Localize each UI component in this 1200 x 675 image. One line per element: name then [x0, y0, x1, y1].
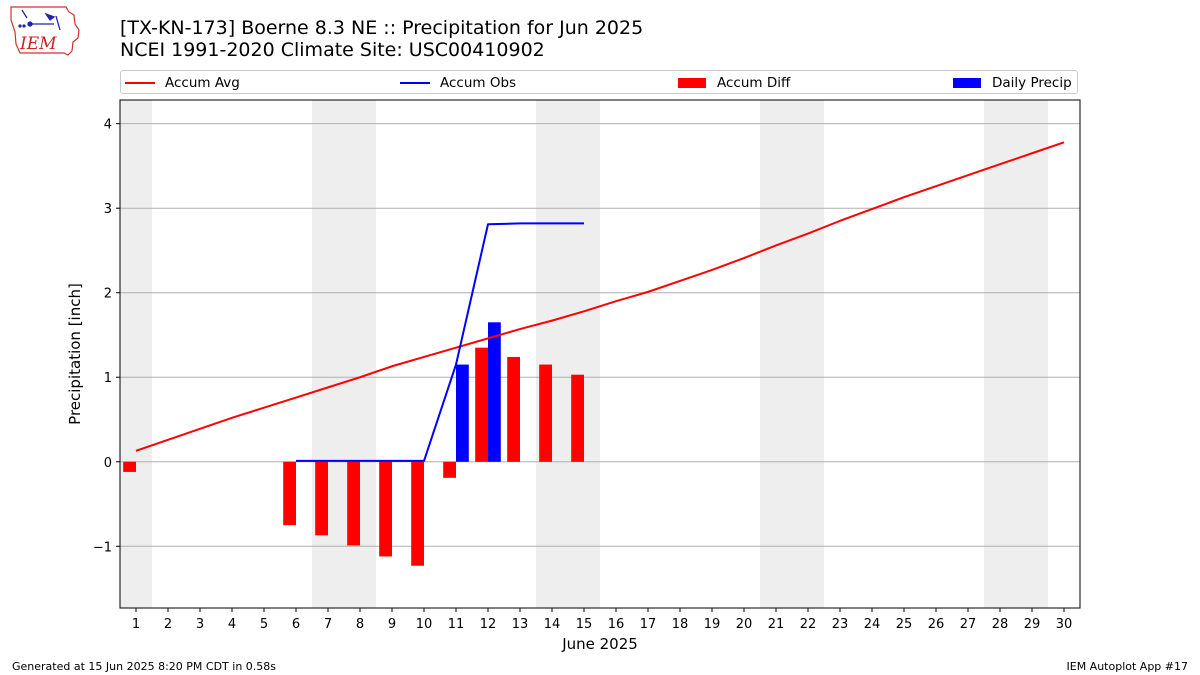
legend-label-daily-precip: Daily Precip	[992, 75, 1072, 91]
y-tick-label: 1	[104, 371, 112, 386]
x-tick-label: 29	[1024, 617, 1041, 632]
iem-logo: IEM	[10, 6, 80, 56]
x-tick-label: 7	[324, 617, 332, 632]
accum-diff-bar	[283, 461, 296, 526]
x-tick-label: 22	[800, 617, 817, 632]
accum-diff-bar	[411, 461, 424, 566]
x-tick-label: 4	[228, 617, 236, 632]
plot-frame	[119, 99, 1081, 609]
y-tick-label: 4	[104, 118, 112, 133]
x-tick-label: 28	[992, 617, 1009, 632]
x-tick-label: 6	[292, 617, 300, 632]
weekend-shade	[536, 100, 600, 608]
x-tick-label: 26	[928, 617, 945, 632]
y-tick-label: 3	[104, 202, 112, 217]
x-tick-label: 24	[864, 617, 881, 632]
legend-swatch-accum-diff	[678, 78, 706, 88]
accum-diff-bar	[539, 364, 552, 462]
x-tick-label: 27	[960, 617, 977, 632]
x-tick-label: 17	[640, 617, 657, 632]
legend-item-accum-diff: Accum Diff	[678, 74, 790, 92]
generated-timestamp: Generated at 15 Jun 2025 8:20 PM CDT in …	[12, 660, 277, 673]
legend-label-accum-diff: Accum Diff	[717, 75, 791, 91]
accum-diff-bar	[475, 347, 488, 462]
accum-diff-bar	[379, 461, 392, 557]
x-tick-label: 12	[480, 617, 497, 632]
legend-item-accum-obs: Accum Obs	[400, 74, 516, 92]
x-tick-label: 25	[896, 617, 913, 632]
x-tick-label: 1	[132, 617, 140, 632]
x-tick-label: 20	[736, 617, 753, 632]
y-tick-label: 0	[104, 456, 112, 471]
app-credit: IEM Autoplot App #17	[1066, 660, 1189, 673]
x-tick-label: 30	[1056, 617, 1073, 632]
legend-item-daily-precip: Daily Precip	[953, 74, 1072, 92]
weekend-shade	[760, 100, 824, 608]
x-tick-label: 11	[448, 617, 465, 632]
x-tick-label: 16	[608, 617, 625, 632]
x-tick-label: 14	[544, 617, 561, 632]
x-tick-label: 21	[768, 617, 785, 632]
x-tick-label: 19	[704, 617, 721, 632]
accum-diff-bar	[507, 356, 520, 462]
daily-precip-bar	[456, 364, 469, 462]
chart-subtitle: NCEI 1991-2020 Climate Site: USC00410902	[120, 39, 545, 61]
chart-title: [TX-KN-173] Boerne 8.3 NE :: Precipitati…	[120, 17, 644, 39]
legend-label-accum-obs: Accum Obs	[440, 75, 517, 91]
x-tick-label: 9	[388, 617, 396, 632]
daily-precip-bar	[488, 322, 501, 462]
x-tick-label: 2	[164, 617, 172, 632]
accum-avg-line	[135, 141, 1065, 452]
logo-text: IEM	[19, 34, 57, 54]
x-tick-label: 15	[576, 617, 593, 632]
x-tick-label: 10	[416, 617, 433, 632]
y-tick-label: −1	[93, 540, 112, 555]
x-tick-label: 23	[832, 617, 849, 632]
accum-diff-bar	[443, 461, 456, 478]
x-tick-label: 18	[672, 617, 689, 632]
accum-diff-bar	[315, 461, 328, 536]
legend-swatch-daily-precip	[953, 78, 981, 88]
y-axis-label: Precipitation [inch]	[66, 283, 84, 425]
y-tick-label: 2	[104, 287, 112, 302]
x-tick-label: 5	[260, 617, 268, 632]
weekend-shade	[984, 100, 1048, 608]
accum-obs-line	[296, 222, 584, 462]
x-tick-label: 3	[196, 617, 204, 632]
x-axis-label: June 2025	[561, 635, 638, 653]
x-tick-label: 13	[512, 617, 529, 632]
legend-swatch-accum-avg	[125, 82, 155, 84]
legend-item-accum-avg: Accum Avg	[125, 74, 240, 92]
iowa-state-outline-icon	[10, 6, 80, 56]
chart-legend: Accum Avg Accum Obs Accum Diff Daily Pre…	[120, 70, 1078, 94]
x-tick-label: 8	[356, 617, 364, 632]
weather-station-icon	[18, 9, 61, 31]
accum-diff-bar	[347, 461, 360, 546]
legend-swatch-accum-obs	[400, 82, 430, 84]
accum-diff-bar	[123, 461, 136, 472]
weekend-shade	[120, 100, 152, 608]
legend-label-accum-avg: Accum Avg	[165, 75, 240, 91]
accum-diff-bar	[571, 374, 584, 462]
